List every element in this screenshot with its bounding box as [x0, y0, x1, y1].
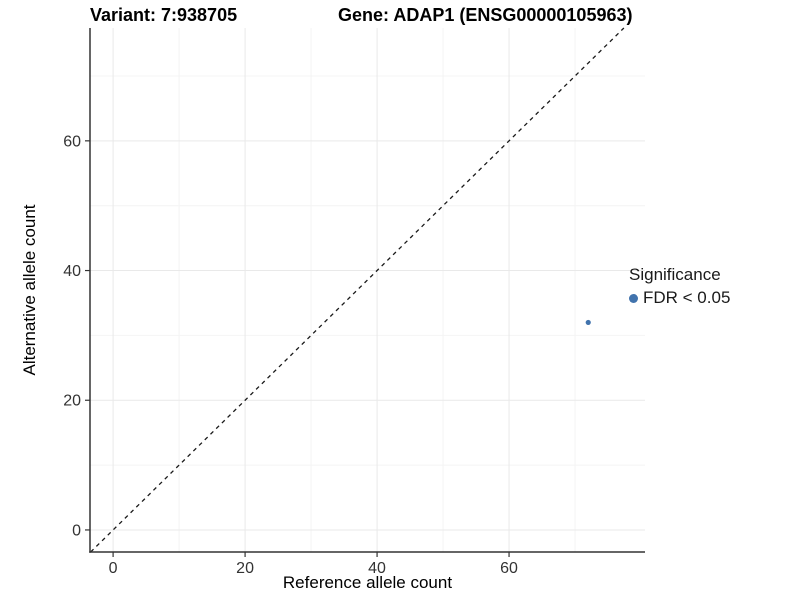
y-tick-label: 0 — [72, 522, 81, 539]
legend-item-label: FDR < 0.05 — [643, 288, 731, 307]
y-axis-title: Alternative allele count — [20, 204, 39, 376]
y-tick-label: 60 — [63, 133, 81, 150]
x-tick-label: 40 — [368, 560, 386, 577]
legend-point-swatch — [629, 293, 638, 303]
x-tick-label: 60 — [500, 560, 518, 577]
identity-line — [90, 27, 625, 553]
data-point — [585, 319, 591, 326]
x-tick-label: 20 — [236, 560, 254, 577]
y-tick-label: 20 — [63, 393, 81, 410]
plot-title-variant: Variant: 7:938705 — [90, 5, 238, 25]
legend: Significance FDR < 0.05 — [629, 265, 730, 308]
y-tick-label: 40 — [63, 263, 81, 280]
x-axis-title: Reference allele count — [282, 573, 453, 592]
x-tick-label: 0 — [109, 560, 118, 577]
plot-title-gene: Gene: ADAP1 (ENSG00000105963) — [338, 5, 633, 25]
legend-item: FDR < 0.05 — [629, 288, 730, 308]
legend-title: Significance — [629, 265, 721, 284]
